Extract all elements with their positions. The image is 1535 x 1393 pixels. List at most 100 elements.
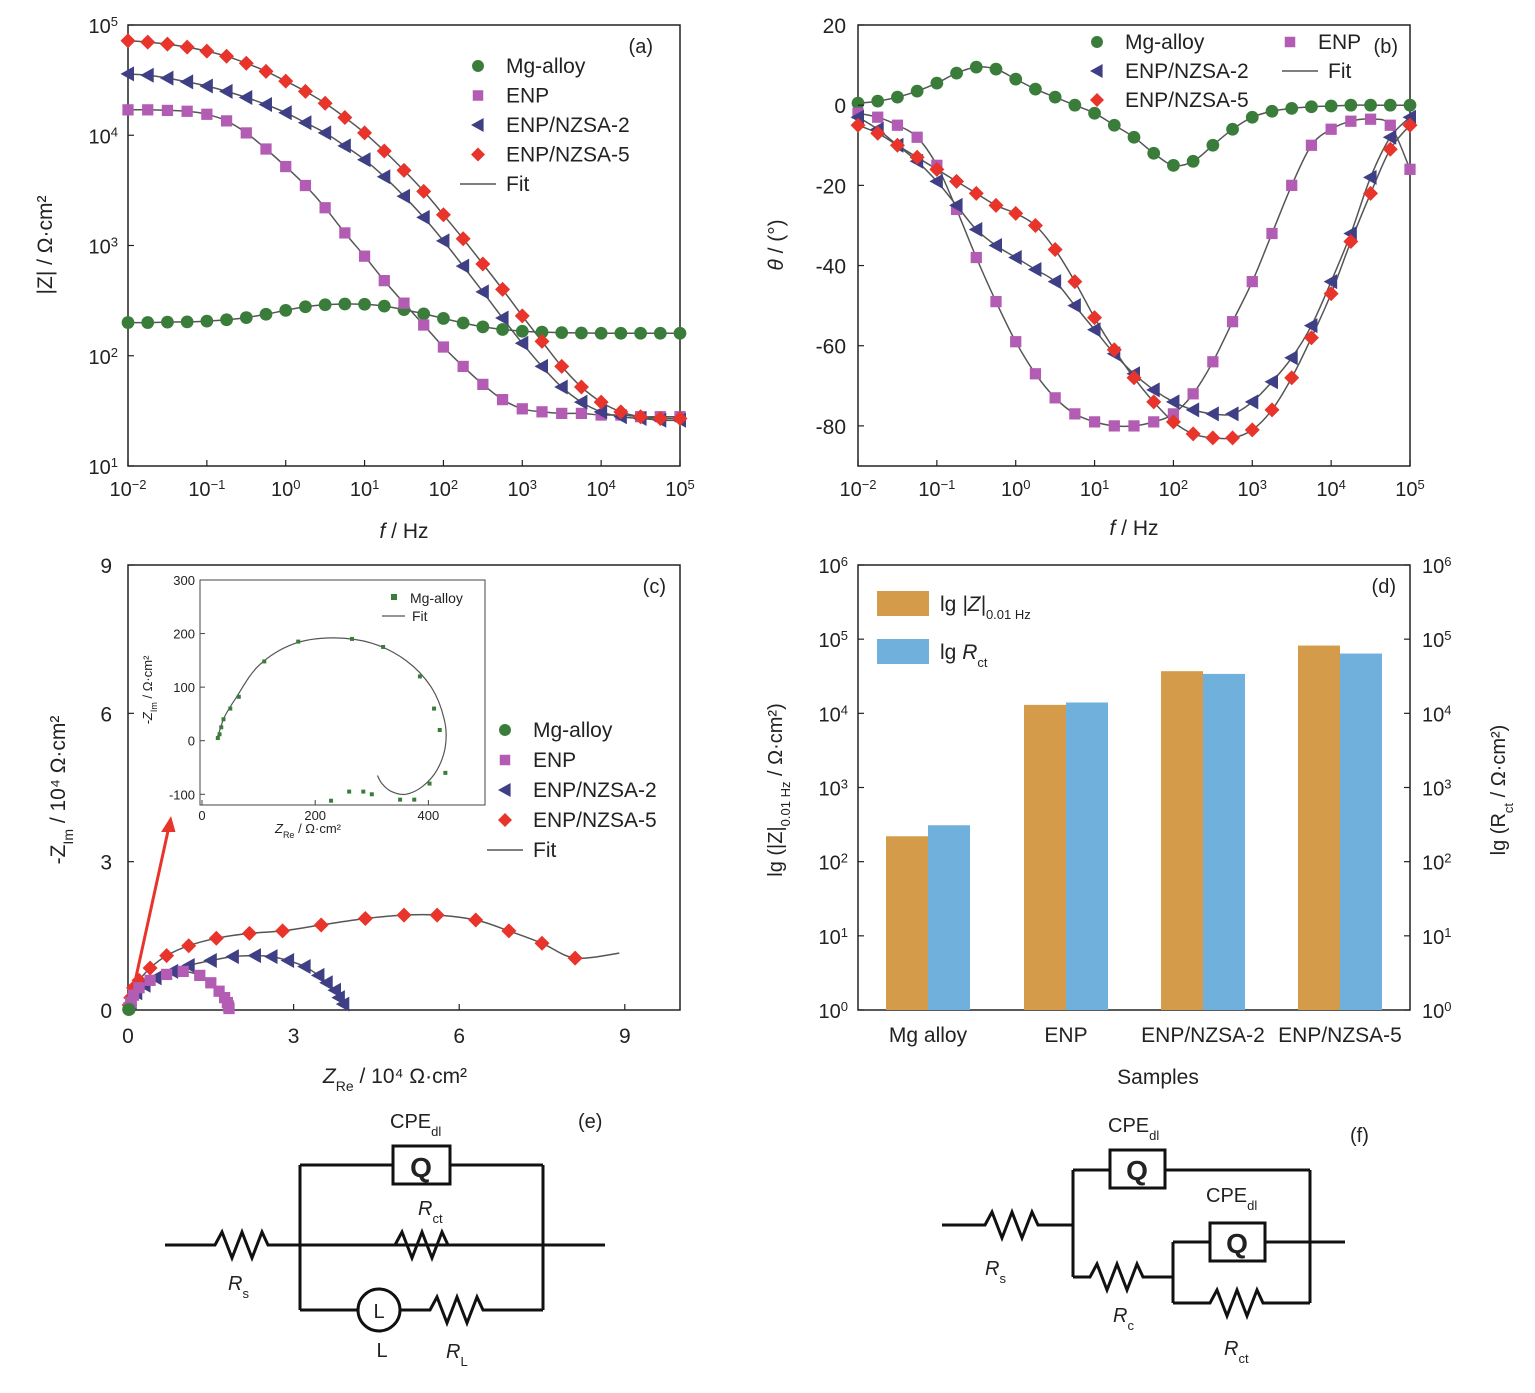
data-point xyxy=(318,298,332,312)
data-point xyxy=(1187,388,1199,400)
data-point xyxy=(358,297,371,311)
x-tick-label: 102 xyxy=(429,477,458,502)
circuit-e-inductor-symbol: L xyxy=(373,1301,384,1323)
bar xyxy=(1298,645,1340,1010)
y-tick-label-right: 102 xyxy=(1422,850,1451,875)
data-point xyxy=(260,143,272,155)
data-point xyxy=(534,358,548,374)
inset-ylabel: -ZIm / Ω·cm² xyxy=(140,655,159,724)
y-tick-label: 101 xyxy=(89,455,118,480)
data-point xyxy=(554,379,568,395)
data-point xyxy=(573,394,588,410)
data-point xyxy=(339,227,351,239)
panel-b: (b) f / Hz θ / (°) 10−2 10−1 100 101 102 103 1… xyxy=(765,15,1425,540)
inset-legend-label-fit: Fit xyxy=(412,608,428,624)
data-point xyxy=(219,48,235,64)
data-point xyxy=(435,207,451,223)
inset-legend-marker-mg-alloy xyxy=(391,594,397,600)
inset-data-point xyxy=(329,798,334,803)
data-point xyxy=(416,183,432,199)
data-point xyxy=(335,996,350,1012)
data-point xyxy=(1146,382,1160,398)
data-point xyxy=(871,94,885,108)
bar xyxy=(886,836,928,1010)
panel-d: (d) Samples lg (|Z|0.01 Hz / Ω·cm²) lg (… xyxy=(765,554,1516,1090)
data-point xyxy=(1167,408,1180,420)
circuit-e-q: Q xyxy=(410,1152,432,1183)
bar xyxy=(1161,671,1203,1010)
y-tick-label-left: 100 xyxy=(819,999,848,1024)
data-point xyxy=(536,406,548,418)
legend-label: lg Rct xyxy=(940,641,988,670)
bar xyxy=(1340,653,1382,1010)
data-point xyxy=(1382,141,1398,157)
data-point xyxy=(223,1002,235,1015)
data-point xyxy=(988,197,1004,213)
data-point xyxy=(1027,262,1042,278)
data-point xyxy=(241,925,257,941)
data-point xyxy=(1088,416,1101,428)
data-point xyxy=(1265,104,1279,118)
circuit-f-cpe2-label: CPEdl xyxy=(1206,1185,1257,1213)
data-point xyxy=(299,179,312,192)
data-point xyxy=(1087,310,1103,326)
data-point xyxy=(258,97,272,113)
legend-label-enp-nzsa-2: ENP/NZSA-2 xyxy=(506,114,630,137)
legend-label-fit: Fit xyxy=(1328,60,1351,83)
data-point xyxy=(909,149,925,165)
inset-y-tick-label: 0 xyxy=(188,734,195,749)
legend-label-mg-alloy: Mg-alloy xyxy=(506,55,586,78)
data-point xyxy=(1325,123,1337,135)
data-point xyxy=(398,297,410,309)
legend-marker-mg-alloy xyxy=(499,724,511,736)
data-point xyxy=(1226,122,1239,136)
circuit-e-rct-label: Rct xyxy=(418,1198,443,1226)
circuit-e-bottom-wire xyxy=(300,1292,543,1328)
x-tick-label: 10−1 xyxy=(188,477,225,502)
data-point xyxy=(278,105,292,121)
data-point xyxy=(142,104,154,116)
legend-marker-enp-nzsa-2 xyxy=(1090,64,1103,78)
data-point xyxy=(319,975,333,991)
data-point xyxy=(673,326,687,340)
data-point xyxy=(1146,394,1162,410)
data-point xyxy=(417,307,431,321)
data-point xyxy=(1049,392,1061,404)
data-point xyxy=(949,173,965,189)
data-point xyxy=(358,250,371,262)
legend-label: lg |Z|0.01 Hz xyxy=(940,593,1031,622)
legend-marker-enp-nzsa-5 xyxy=(471,147,485,162)
data-point xyxy=(280,953,295,969)
data-point xyxy=(1345,115,1357,127)
legend-marker-enp xyxy=(499,754,511,766)
data-point xyxy=(159,36,175,52)
data-point xyxy=(929,161,945,177)
inset-xlabel: ZRe / Ω·cm² xyxy=(274,821,342,840)
data-point xyxy=(468,912,484,928)
inset-data-point xyxy=(236,694,241,699)
legend-label-enp-nzsa-5: ENP/NZSA-5 xyxy=(1125,89,1249,112)
data-point xyxy=(535,325,549,339)
data-point xyxy=(495,281,511,297)
legend-label-enp-nzsa-5: ENP/NZSA-5 xyxy=(506,144,630,167)
y-tick-label-left: 106 xyxy=(819,554,848,579)
data-point xyxy=(179,74,194,90)
data-point xyxy=(144,974,156,986)
x-tick-label: ENP xyxy=(1044,1024,1087,1047)
data-point xyxy=(122,1003,136,1016)
data-point xyxy=(297,115,312,131)
data-point xyxy=(889,137,905,153)
data-point xyxy=(476,320,490,334)
data-point xyxy=(1127,130,1141,144)
data-point xyxy=(968,221,983,237)
data-point xyxy=(1029,82,1042,96)
inset-data-point xyxy=(262,659,267,664)
data-point xyxy=(613,404,629,420)
data-point xyxy=(633,409,649,425)
data-point xyxy=(279,303,293,317)
data-point xyxy=(1147,146,1161,160)
data-point xyxy=(142,960,158,976)
inset-data-point xyxy=(443,770,448,775)
data-point xyxy=(203,953,217,969)
circuit-f-rct-label: Rct xyxy=(1224,1338,1249,1366)
